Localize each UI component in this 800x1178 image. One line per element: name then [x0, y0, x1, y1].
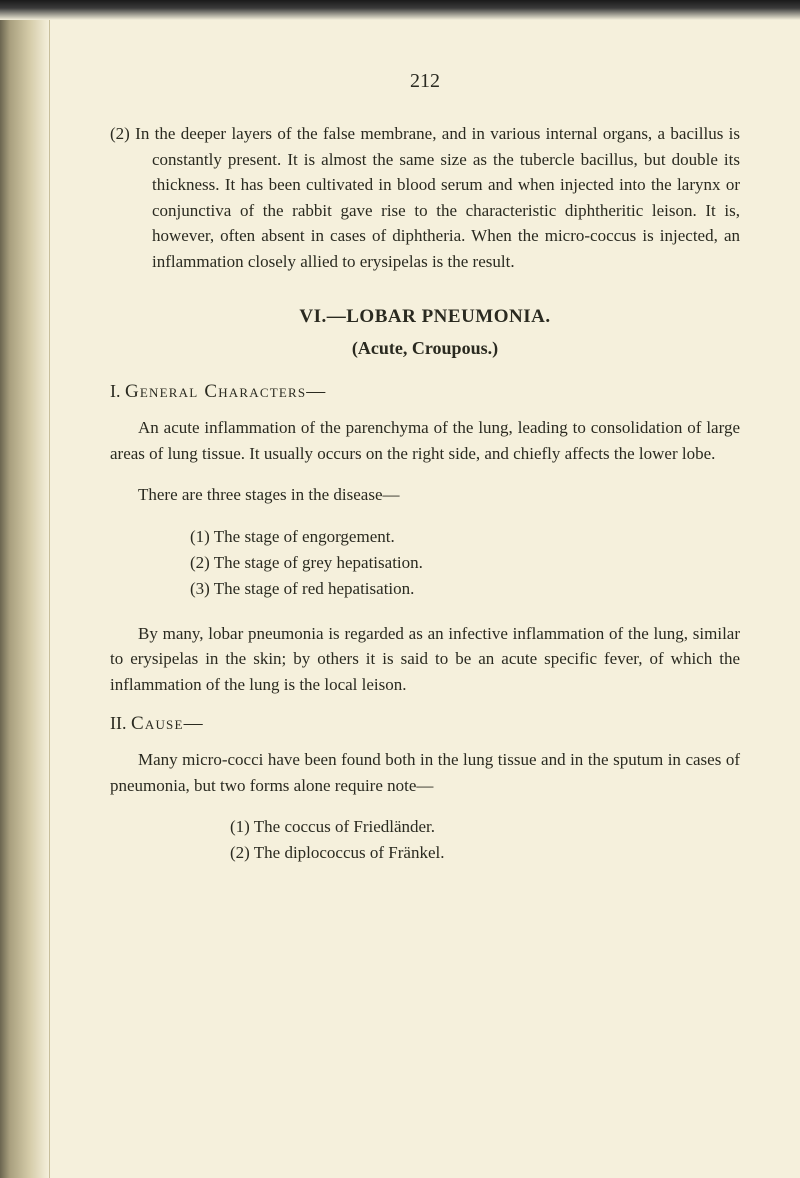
paragraph-cause-intro: Many micro-cocci have been found both in…: [110, 747, 740, 798]
subheading-cause: II. Cause—: [110, 713, 740, 735]
page-binding-edge: [0, 0, 50, 1178]
roman-numeral-2: II.: [110, 713, 131, 733]
paragraph-stages-intro: There are three stages in the disease—: [110, 482, 740, 508]
stages-list: (1) The stage of engorgement. (2) The st…: [190, 524, 740, 603]
paragraph-infective: By many, lobar pneumonia is regarded as …: [110, 621, 740, 698]
list-item: (2) The stage of grey hepatisation.: [190, 550, 740, 576]
page-top-edge: [0, 0, 800, 20]
list-item: (1) The coccus of Friedländer.: [230, 814, 740, 840]
page-number: 212: [110, 70, 740, 93]
paragraph-item-2: (2) In the deeper layers of the false me…: [110, 121, 740, 274]
paragraph-general-intro: An acute inflammation of the parenchyma …: [110, 415, 740, 466]
list-item: (3) The stage of red hepatisation.: [190, 576, 740, 602]
section-subtitle: (Acute, Croupous.): [110, 338, 740, 359]
list-item: (1) The stage of engorgement.: [190, 524, 740, 550]
page-content: 212 (2) In the deeper layers of the fals…: [110, 70, 740, 873]
section-title: VI.—LOBAR PNEUMONIA.: [110, 306, 740, 328]
causes-list: (1) The coccus of Friedländer. (2) The d…: [230, 814, 740, 867]
heading-text-1: General Characters—: [125, 381, 327, 402]
subheading-general-characters: I. General Characters—: [110, 381, 740, 403]
list-item: (2) The diplococcus of Fränkel.: [230, 840, 740, 866]
roman-numeral-1: I.: [110, 381, 125, 401]
heading-text-2: Cause—: [131, 713, 204, 734]
